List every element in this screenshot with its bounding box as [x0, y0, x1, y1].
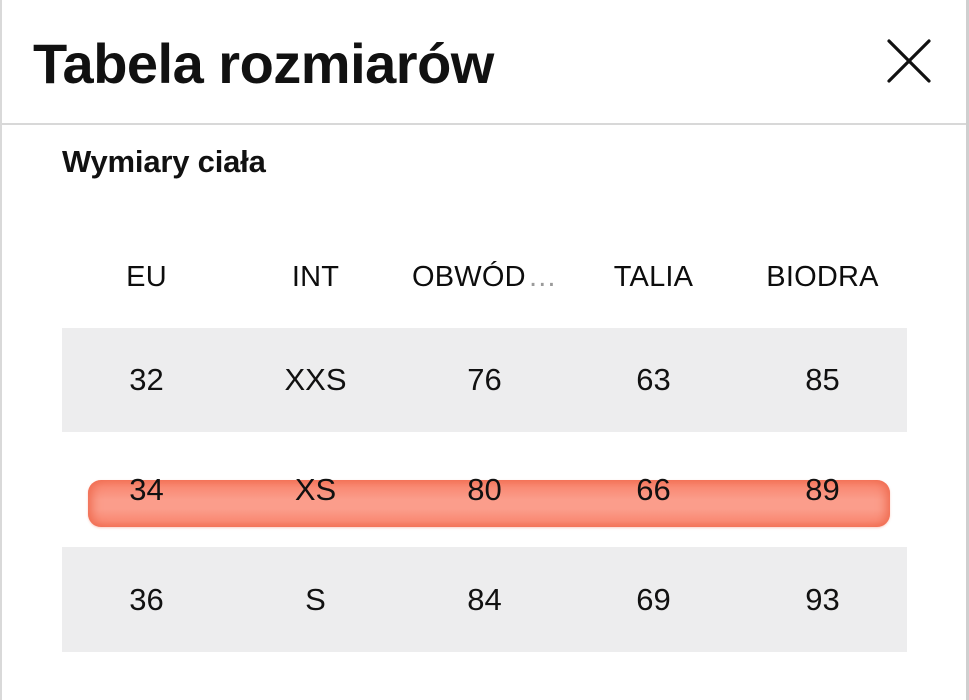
cell-talia: 63: [636, 362, 671, 397]
column-header-int: INT: [291, 261, 340, 293]
column-header-obwod: OBWÓD…: [400, 227, 569, 328]
modal-title: Tabela rozmiarów: [33, 31, 494, 95]
cell-int: XXS: [284, 362, 347, 397]
cell-eu: 34: [129, 471, 164, 507]
truncation-ellipsis: …: [527, 261, 557, 293]
cell-int: S: [305, 581, 326, 617]
table-row-size-32[interactable]: 32 XXS 76 63 85: [62, 328, 907, 432]
cell-obwod: 84: [467, 581, 502, 617]
table-row-size-34-highlighted[interactable]: 34 XS 80 66 89: [62, 432, 907, 547]
table-header-row: EU INT OBWÓD… TALIA BIODRA: [62, 227, 907, 328]
close-icon: [885, 37, 933, 85]
cell-eu: 36: [129, 581, 164, 617]
cell-eu: 32: [129, 362, 164, 397]
column-header-obwod-label: OBWÓD: [412, 261, 526, 293]
modal-header: Tabela rozmiarów: [2, 0, 966, 125]
marker-highlight: [88, 480, 890, 527]
cell-talia: 66: [636, 471, 671, 507]
cell-biodra: 93: [805, 581, 840, 617]
close-button[interactable]: [878, 30, 940, 92]
size-table: EU INT OBWÓD… TALIA BIODRA 32 XXS 76 63 …: [62, 227, 907, 652]
cell-talia: 69: [636, 581, 671, 617]
cell-obwod: 76: [467, 362, 502, 397]
cell-obwod: 80: [467, 471, 502, 507]
cell-biodra: 85: [805, 362, 840, 397]
column-header-biodra: BIODRA: [766, 261, 879, 293]
cell-int: XS: [294, 471, 337, 507]
table-row-size-36[interactable]: 36 S 84 69 93: [62, 547, 907, 652]
column-header-talia: TALIA: [613, 261, 694, 293]
cell-biodra: 89: [805, 471, 840, 507]
section-subtitle: Wymiary ciała: [62, 144, 266, 179]
column-header-eu: EU: [126, 261, 167, 293]
